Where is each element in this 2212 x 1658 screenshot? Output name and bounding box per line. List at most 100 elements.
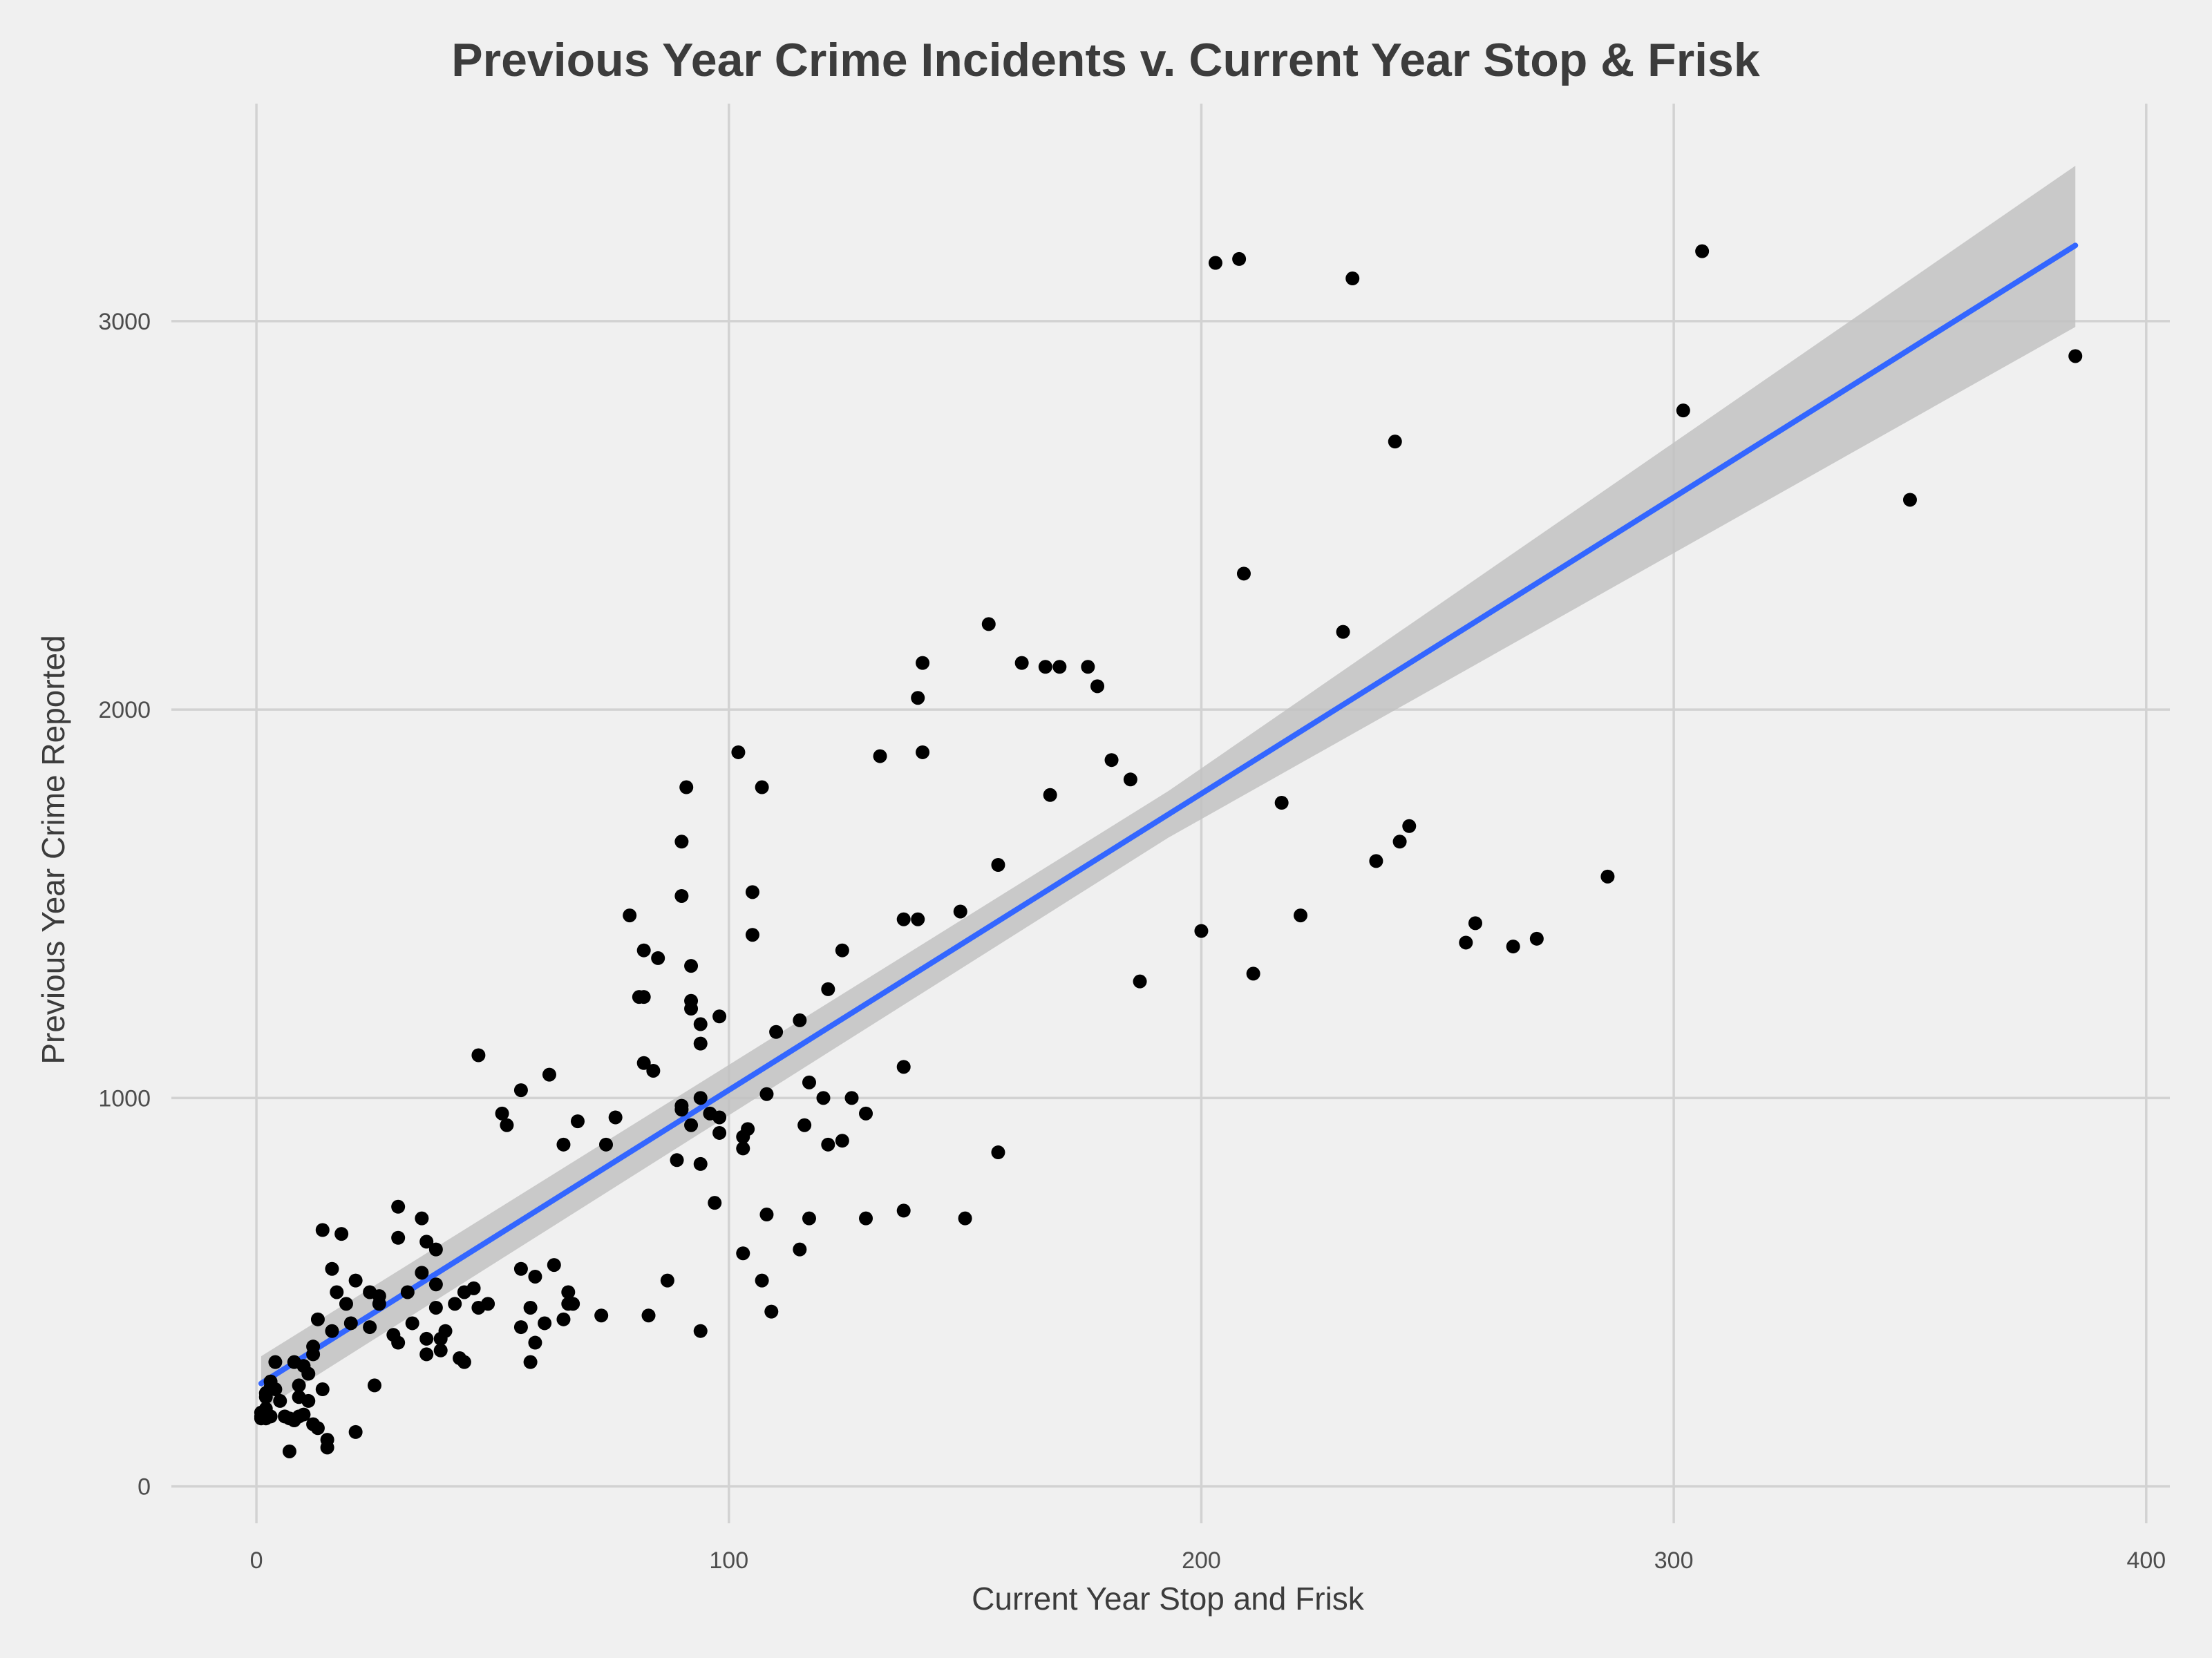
data-point <box>684 959 699 973</box>
data-point <box>1246 966 1260 981</box>
data-point <box>513 1320 528 1335</box>
data-point <box>896 912 911 926</box>
data-point <box>2068 349 2083 363</box>
regression-line <box>258 242 2079 1387</box>
data-point <box>693 1036 708 1051</box>
data-point <box>835 943 849 957</box>
data-point <box>1104 753 1119 768</box>
data-point <box>391 1335 406 1350</box>
data-point <box>1676 403 1690 418</box>
data-point <box>325 1261 339 1276</box>
data-point <box>731 745 746 759</box>
data-point <box>325 1324 339 1338</box>
data-point <box>400 1285 415 1299</box>
data-point <box>745 885 759 899</box>
data-point <box>670 1153 684 1168</box>
data-point <box>1194 924 1209 938</box>
data-point <box>528 1335 542 1350</box>
y-tick-label: 1000 <box>98 1085 151 1112</box>
data-point <box>598 1137 613 1152</box>
data-point <box>1294 908 1308 923</box>
data-point <box>268 1355 283 1369</box>
data-point <box>268 1382 283 1397</box>
chart-title: Previous Year Crime Incidents v. Current… <box>451 34 1760 86</box>
data-point <box>1902 493 1917 507</box>
data-point <box>958 1211 972 1226</box>
data-point <box>330 1285 344 1299</box>
data-point <box>759 1208 774 1222</box>
data-point <box>793 1242 807 1257</box>
data-point <box>636 943 651 957</box>
data-point <box>759 1087 774 1101</box>
data-point <box>348 1424 363 1439</box>
data-point <box>712 1125 727 1140</box>
data-point <box>448 1297 462 1311</box>
data-point <box>428 1242 443 1257</box>
data-point <box>1038 660 1052 674</box>
data-point <box>623 908 637 923</box>
data-point <box>296 1407 311 1422</box>
data-point <box>523 1355 538 1369</box>
data-point <box>415 1211 429 1226</box>
x-tick-label: 400 <box>2126 1547 2166 1574</box>
fit-line-layer <box>258 242 2079 1387</box>
data-point <box>1392 835 1407 849</box>
data-point <box>428 1300 443 1315</box>
data-point <box>835 1134 849 1148</box>
data-point <box>405 1316 419 1331</box>
tick-labels: 0 100 200 300 400 0 1000 2000 3000 <box>98 309 2166 1574</box>
data-point <box>764 1304 779 1319</box>
data-point <box>500 1118 514 1132</box>
data-point <box>391 1199 406 1214</box>
data-point <box>1600 869 1615 884</box>
data-point <box>660 1273 674 1288</box>
data-point <box>570 1114 585 1129</box>
data-point <box>608 1110 623 1125</box>
data-point <box>1043 788 1057 802</box>
data-point <box>471 1048 486 1063</box>
y-tick-label: 2000 <box>98 697 151 723</box>
y-tick-label: 3000 <box>98 309 151 335</box>
data-point <box>981 617 996 631</box>
data-point <box>755 1273 769 1288</box>
data-point <box>367 1378 381 1393</box>
data-point <box>1052 660 1067 674</box>
x-tick-label: 0 <box>250 1547 263 1574</box>
data-point <box>693 1324 708 1338</box>
data-point <box>712 1110 727 1125</box>
data-point <box>684 1118 699 1132</box>
data-point <box>1468 916 1482 931</box>
data-point <box>646 1063 661 1078</box>
data-point <box>320 1440 334 1455</box>
data-point <box>873 749 887 763</box>
data-point <box>438 1324 453 1338</box>
data-point <box>348 1273 363 1288</box>
data-point <box>896 1060 911 1074</box>
data-point <box>594 1308 609 1323</box>
data-point <box>991 1145 1005 1160</box>
data-point <box>821 982 835 996</box>
data-point <box>419 1347 434 1362</box>
data-point <box>1695 244 1710 258</box>
data-point <box>859 1106 873 1121</box>
data-point <box>1459 935 1473 950</box>
data-point <box>457 1355 471 1369</box>
y-tick-label: 0 <box>138 1474 151 1500</box>
data-point <box>415 1266 429 1280</box>
data-point <box>481 1297 495 1311</box>
data-point <box>428 1277 443 1292</box>
data-point <box>1274 796 1289 810</box>
data-point <box>769 1025 784 1039</box>
data-point <box>674 888 689 903</box>
x-tick-label: 300 <box>1654 1547 1694 1574</box>
data-point <box>273 1393 287 1408</box>
data-point <box>916 656 930 670</box>
data-point <box>1402 819 1417 833</box>
data-point <box>745 928 759 942</box>
data-point <box>1529 931 1544 946</box>
data-point <box>315 1223 330 1237</box>
data-point <box>1388 435 1402 449</box>
data-point <box>1123 772 1137 787</box>
